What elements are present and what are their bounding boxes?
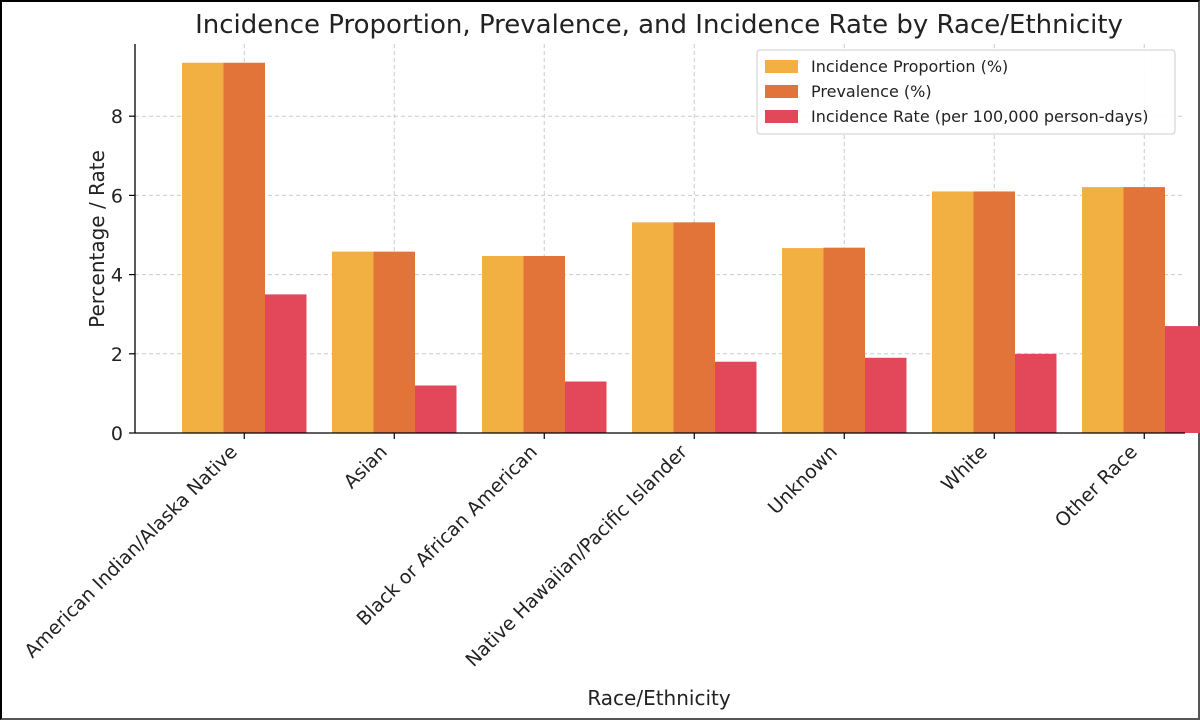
bar xyxy=(523,255,565,433)
bar xyxy=(182,62,224,434)
y-tick-label: 6 xyxy=(111,185,123,207)
legend-box xyxy=(756,49,1176,135)
bar xyxy=(973,191,1015,433)
bars xyxy=(182,62,1200,434)
axes xyxy=(134,44,1185,434)
x-tick-label: White xyxy=(937,441,992,496)
legend-label: Incidence Proportion (%) xyxy=(811,57,1008,76)
y-tick-label: 4 xyxy=(111,265,123,287)
y-ticks: 0 2 4 6 8 xyxy=(111,106,135,445)
legend: Incidence Proportion (%) Prevalence (%) In… xyxy=(756,49,1176,135)
bar xyxy=(823,247,865,433)
x-tick-label: Black or African American xyxy=(353,441,542,630)
y-axis-label: Percentage / Rate xyxy=(85,150,109,328)
chart-title: Incidence Proportion, Prevalence, and In… xyxy=(195,10,1123,40)
x-tick-label: Other Race xyxy=(1051,441,1142,532)
legend-swatch xyxy=(765,60,798,73)
legend-swatch xyxy=(765,85,798,98)
bar xyxy=(265,294,307,433)
x-tick-label: American Indian/Alaska Native xyxy=(20,441,241,662)
legend-swatch xyxy=(765,110,798,123)
x-tick-label: Asian xyxy=(340,441,392,493)
y-tick-label: 0 xyxy=(111,423,123,445)
y-tick-label: 8 xyxy=(111,106,123,128)
bar xyxy=(1123,187,1165,433)
bar xyxy=(865,357,907,433)
bar xyxy=(932,191,974,433)
bar xyxy=(565,381,607,433)
bar xyxy=(782,248,824,433)
bar xyxy=(415,385,457,433)
bar xyxy=(673,222,715,433)
legend-label: Incidence Rate (per 100,000 person-days) xyxy=(811,107,1149,126)
x-tick-label: Unknown xyxy=(764,441,842,519)
bar xyxy=(223,62,265,434)
bar xyxy=(1165,326,1200,433)
bar xyxy=(373,251,415,433)
bar xyxy=(482,255,524,433)
bar xyxy=(1082,187,1124,433)
bar xyxy=(715,361,757,433)
bar xyxy=(332,251,374,433)
legend-label: Prevalence (%) xyxy=(811,82,932,101)
x-ticks: American Indian/Alaska Native AsianBlack … xyxy=(20,433,1145,671)
y-tick-label: 2 xyxy=(111,344,123,366)
bar xyxy=(632,222,674,433)
bar xyxy=(1015,353,1057,433)
x-axis-label: Race/Ethnicity xyxy=(587,686,731,710)
